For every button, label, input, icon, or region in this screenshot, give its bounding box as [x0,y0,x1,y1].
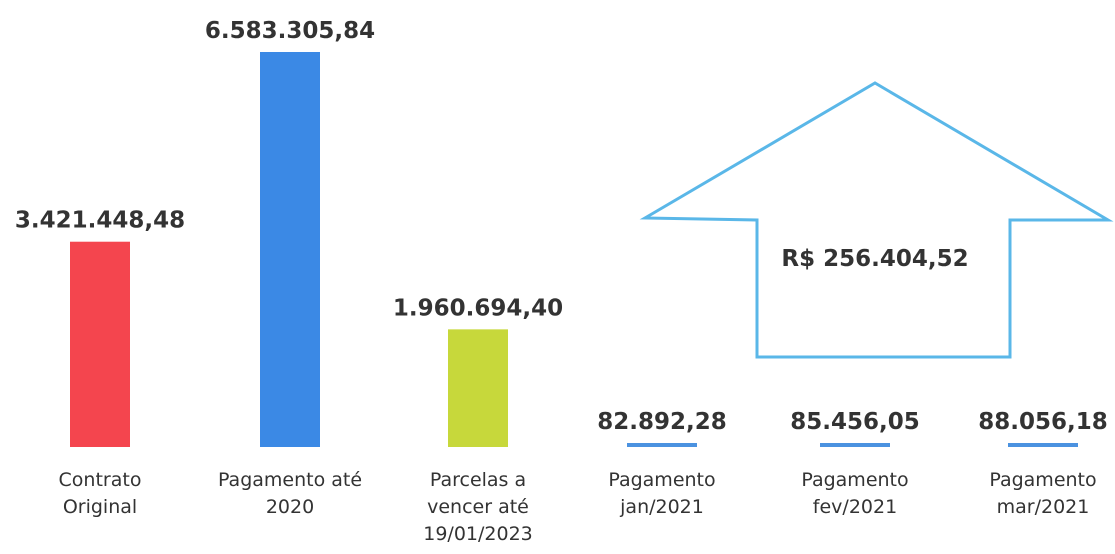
bar [70,241,130,447]
category-label: Pagamento jan/2021 [608,469,716,518]
category-label: Pagamento mar/2021 [989,469,1097,518]
bar [820,443,890,447]
category-label: Pagamento até 2020 [217,469,363,518]
bar [1008,443,1078,447]
value-label: 1.960.694,40 [393,295,563,321]
value-label: 85.456,05 [790,409,920,435]
value-label: 3.421.448,48 [15,208,185,234]
bar [627,443,697,447]
annotation: R$ 256.404,52 [781,246,968,272]
bar [260,52,320,447]
value-label: 6.583.305,84 [205,18,375,44]
value-label: 82.892,28 [597,409,727,435]
category-label: Contrato Original [58,469,142,518]
value-label: 88.056,18 [978,409,1108,435]
category-label: Pagamento fev/2021 [801,469,909,518]
bar [448,329,508,447]
category-label: Parcelas a vencer até 19/01/2023 [423,469,533,545]
arrow [639,81,1114,359]
